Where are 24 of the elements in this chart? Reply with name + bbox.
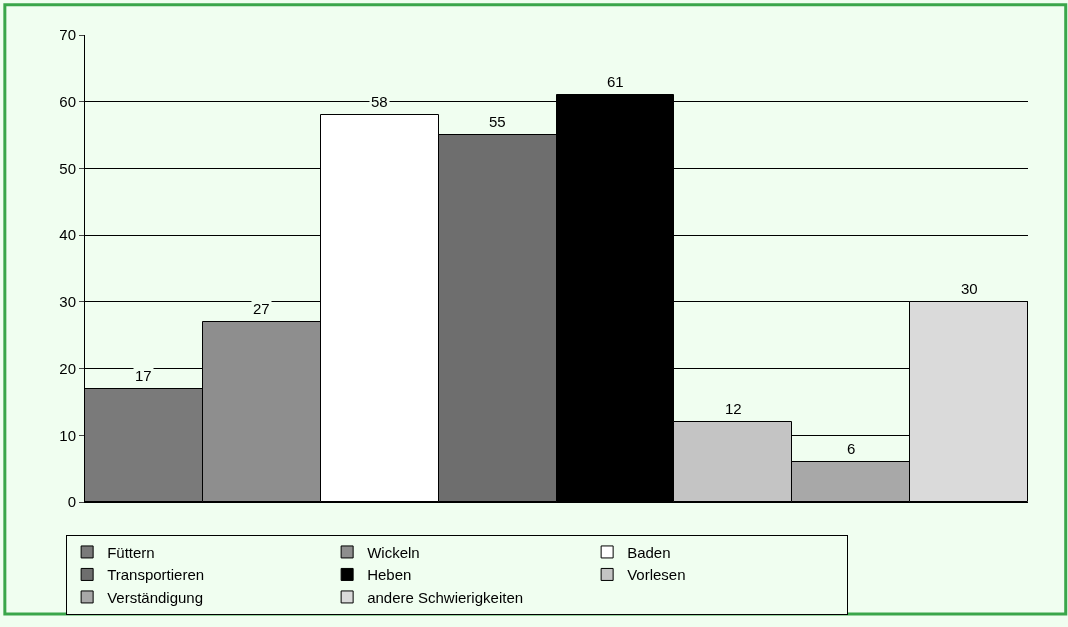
legend-label: Baden xyxy=(627,543,671,561)
legend-label: andere Schwierigkeiten xyxy=(367,588,524,606)
y-tick-label: 30 xyxy=(59,293,76,311)
legend-label: Füttern xyxy=(107,543,155,561)
y-tick-label: 10 xyxy=(59,426,76,444)
data-label: 17 xyxy=(135,367,152,384)
legend-label: Transportieren xyxy=(107,566,205,584)
data-label: 30 xyxy=(961,280,978,297)
y-tick-label: 70 xyxy=(59,26,76,44)
legend-label: Wickeln xyxy=(367,543,420,561)
legend-label: Heben xyxy=(367,566,412,584)
y-tick-label: 40 xyxy=(59,226,76,244)
data-label: 61 xyxy=(607,73,624,90)
data-label: 27 xyxy=(253,300,270,317)
data-label: 58 xyxy=(371,93,388,110)
y-tick-label: 50 xyxy=(59,159,76,177)
legend-label: Vorlesen xyxy=(627,566,686,584)
data-label: 55 xyxy=(489,113,506,130)
data-label: 6 xyxy=(847,440,856,457)
y-tick-label: 60 xyxy=(59,92,76,110)
y-tick-label: 20 xyxy=(59,359,76,377)
y-tick-label: 0 xyxy=(67,493,76,511)
data-label: 12 xyxy=(725,400,742,417)
legend-label: Verständigung xyxy=(107,588,204,606)
